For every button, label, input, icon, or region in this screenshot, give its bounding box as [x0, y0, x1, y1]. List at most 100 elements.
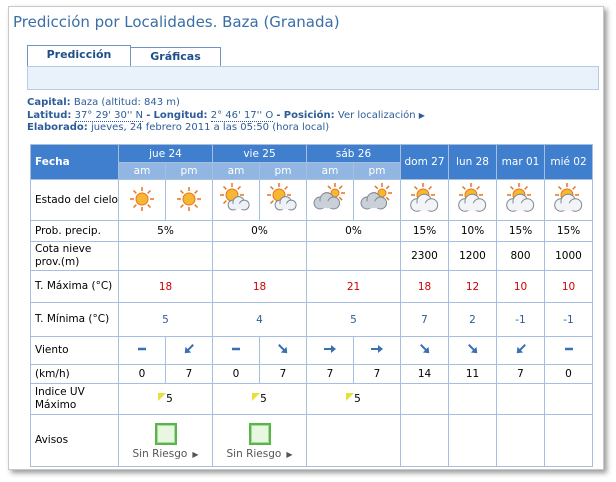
tmax-cell: 10	[496, 270, 545, 303]
sky-icon	[130, 186, 154, 211]
icon-part	[427, 185, 432, 190]
period-header: pm	[353, 162, 401, 180]
sky-icon	[313, 182, 345, 209]
wind-arrow	[138, 347, 146, 351]
period-row: am pm am pm am pm	[31, 162, 593, 180]
day-header: vie 25	[212, 144, 307, 163]
speed-cell: 7	[496, 364, 545, 384]
icon-part	[523, 185, 528, 190]
row-label: Viento	[30, 336, 119, 365]
tab-prediccion[interactable]: Predicción	[27, 45, 131, 66]
tmax-value: 18	[417, 280, 432, 293]
icon-part	[147, 189, 152, 194]
wind-arrow	[184, 344, 194, 354]
icon-part	[331, 345, 336, 353]
page-title: Predicción por Localidades. Baza (Granad…	[13, 13, 340, 31]
icon-part	[280, 203, 292, 209]
row-label: Avisos	[30, 414, 119, 467]
icon-part	[475, 185, 480, 190]
speed-cell: 7	[165, 364, 213, 384]
icon-part	[194, 203, 199, 208]
tmin-value: 7	[421, 313, 428, 326]
sky-cell	[212, 179, 260, 221]
snow-cell: 1000	[544, 241, 593, 271]
tmax-value: 12	[465, 280, 480, 293]
tmin-row: T. Mínima (°C) 5 4 5 7 2 -1 -1	[30, 302, 593, 337]
icon-part	[284, 185, 289, 190]
wind-arrow	[232, 347, 240, 351]
avisos-row: Avisos Sin Riesgo ▶ Sin Riesgo ▶	[30, 414, 593, 467]
tmax-cell: 18	[118, 270, 213, 303]
label: Elaborado:	[27, 122, 88, 133]
avisos-cell	[448, 414, 497, 467]
sep: -	[146, 110, 151, 121]
sky-cell	[448, 179, 497, 221]
uv-cell: 5	[306, 383, 401, 415]
sky-icon	[267, 182, 297, 210]
icon-part	[222, 185, 227, 190]
uv-cell	[544, 383, 593, 415]
tmax-cell: 10	[544, 270, 593, 303]
day-header: mié 02	[544, 144, 593, 180]
icon-part	[367, 200, 381, 208]
row-label: Estado del cielo	[30, 179, 119, 221]
sky-cell	[353, 179, 401, 221]
icon-part	[280, 346, 288, 354]
snow-row: Cota nieve prov.(m) 2300 1200 800 1000	[30, 241, 593, 271]
header-row: Fecha jue 24 vie 25 sáb 26 dom 27 lun 28 mar 0…	[30, 144, 593, 180]
period-header: am	[212, 162, 260, 180]
tmax-value: 10	[513, 280, 528, 293]
icon-part	[237, 185, 242, 190]
period-header: am	[306, 162, 354, 180]
period-header: pm	[165, 162, 213, 180]
tmin-value: 4	[256, 313, 263, 326]
uv-flag	[252, 393, 261, 401]
icon-part	[132, 189, 137, 194]
wind-cell	[118, 336, 166, 365]
precip-cell: 0%	[306, 220, 401, 242]
icon-part	[338, 196, 343, 201]
panel: Predicción por Localidades. Baza (Granad…	[8, 6, 604, 470]
precip-value: 15%	[508, 225, 533, 237]
uv-cell	[496, 383, 545, 415]
avisos-cell: Sin Riesgo ▶	[212, 414, 307, 467]
uv-row: Indice UV Máximo 5 5 5	[30, 383, 593, 415]
wind-cell	[212, 336, 260, 365]
icon-part	[416, 202, 431, 210]
uv-cell: 5	[212, 383, 307, 415]
wind-cell	[306, 336, 354, 365]
tmin-cell: -1	[544, 302, 593, 337]
icon-part	[158, 393, 167, 401]
tmin-cell: 4	[212, 302, 307, 337]
icon-part	[374, 184, 379, 189]
icon-part	[560, 202, 575, 210]
tmin-cell: 5	[306, 302, 401, 337]
tmax-cell: 21	[306, 270, 401, 303]
row-label: T. Máxima (°C)	[30, 270, 119, 303]
tmax-value: 18	[158, 280, 173, 293]
day-header: lun 28	[448, 144, 497, 180]
aviso-icon	[248, 423, 271, 445]
sky-cell	[165, 179, 213, 221]
snow-value: 1000	[555, 250, 582, 262]
icon-part	[324, 345, 336, 353]
sky-icon	[553, 182, 582, 212]
period-header: am	[118, 162, 166, 180]
tab-graficas[interactable]: Gráficas	[130, 47, 221, 66]
icon-part	[378, 345, 383, 353]
icon-part	[512, 202, 527, 210]
icon-part	[132, 203, 137, 208]
snow-cell: 800	[496, 241, 545, 271]
speed-cell: 7	[353, 364, 401, 384]
uv-value: 5	[166, 393, 173, 405]
wind-cell	[544, 336, 593, 365]
icon-part	[385, 196, 390, 201]
label: Longitud:	[153, 110, 208, 121]
tmin-cell: -1	[496, 302, 545, 337]
label: Latitud:	[27, 110, 72, 121]
link[interactable]: Ver localización	[337, 110, 416, 121]
tmax-cell: 18	[212, 270, 307, 303]
precip-cell: 15%	[496, 220, 545, 242]
icon-part	[413, 185, 418, 190]
